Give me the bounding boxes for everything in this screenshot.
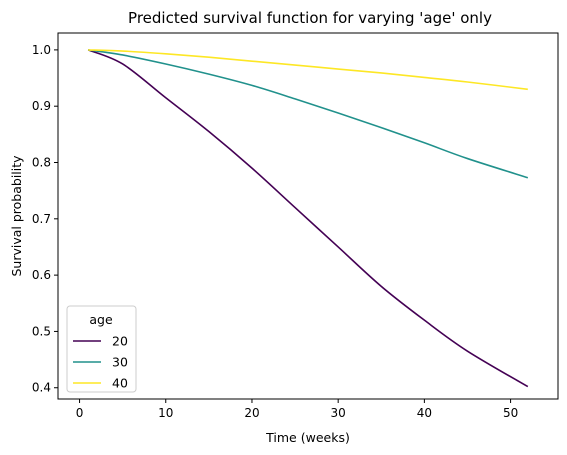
- y-tick-label: 0.6: [32, 268, 51, 282]
- y-tick-label: 0.4: [32, 381, 51, 395]
- chart-title: Predicted survival function for varying …: [128, 9, 492, 27]
- legend-box: [66, 305, 137, 393]
- x-tick-label: 0: [76, 406, 84, 420]
- legend-label-age-40: 40: [112, 376, 128, 391]
- x-tick-label: 10: [158, 406, 173, 420]
- x-tick-label: 40: [417, 406, 432, 420]
- x-axis-ticks: 0 10 20 30 40 50: [76, 399, 518, 420]
- series-lines: [87, 49, 529, 388]
- legend: age 20 30 40: [66, 305, 137, 393]
- x-tick-label: 50: [503, 406, 518, 420]
- plot-area-frame: [57, 32, 559, 400]
- legend-label-age-20: 20: [112, 334, 128, 349]
- legend-title: age: [89, 312, 113, 327]
- legend-items: 20 30 40: [73, 334, 128, 391]
- y-axis-label: Survival probability: [9, 155, 24, 277]
- y-tick-label: 0.7: [32, 212, 51, 226]
- series-line-age-20: [87, 49, 529, 388]
- legend-label-age-30: 30: [112, 355, 128, 370]
- y-tick-label: 1.0: [32, 43, 51, 57]
- x-tick-label: 30: [331, 406, 346, 420]
- y-axis-ticks: 0.4 0.5 0.6 0.7 0.8 0.9 1.0: [32, 43, 58, 395]
- x-axis-label: Time (weeks): [265, 430, 350, 445]
- y-tick-label: 0.9: [32, 99, 51, 113]
- series-line-age-30: [88, 49, 529, 179]
- y-tick-label: 0.5: [32, 324, 51, 338]
- series-line-age-40: [88, 49, 528, 91]
- y-tick-label: 0.8: [32, 156, 51, 170]
- x-tick-label: 20: [244, 406, 259, 420]
